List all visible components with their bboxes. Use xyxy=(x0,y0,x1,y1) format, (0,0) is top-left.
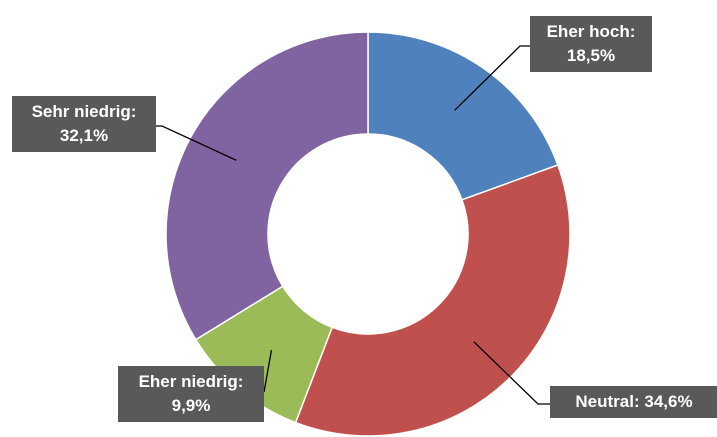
leader-line-neutral xyxy=(473,341,550,405)
data-label-sehr-niedrig: Sehr niedrig: 32,1% xyxy=(12,96,156,152)
slice-eher-hoch xyxy=(367,31,559,201)
data-label-sehr-niedrig-name: Sehr niedrig: xyxy=(31,102,137,121)
leader-line-eher-niedrig xyxy=(263,349,273,393)
data-label-neutral: Neutral: 34,6% xyxy=(550,386,717,418)
data-label-eher-hoch-name: Eher hoch: xyxy=(546,22,636,41)
data-label-sehr-niedrig-value: 32,1% xyxy=(59,126,109,145)
data-label-eher-niedrig-value: 9,9% xyxy=(171,396,211,415)
slices-group xyxy=(165,31,571,437)
data-label-neutral-name: Neutral: xyxy=(575,392,640,411)
slice-sehr-niedrig xyxy=(165,31,369,341)
data-label-eher-niedrig: Eher niedrig: 9,9% xyxy=(118,366,264,422)
leader-line-sehr-niedrig xyxy=(156,125,237,161)
data-label-neutral-value: 34,6% xyxy=(644,392,693,411)
data-label-eher-niedrig-name: Eher niedrig: xyxy=(138,372,244,391)
data-label-eher-hoch: Eher hoch: 18,5% xyxy=(530,16,652,72)
leader-lines-group xyxy=(156,45,550,405)
leader-line-eher-hoch xyxy=(454,45,530,111)
data-label-neutral-text: Neutral: 34,6% xyxy=(558,390,710,414)
data-label-eher-hoch-value: 18,5% xyxy=(566,46,616,65)
